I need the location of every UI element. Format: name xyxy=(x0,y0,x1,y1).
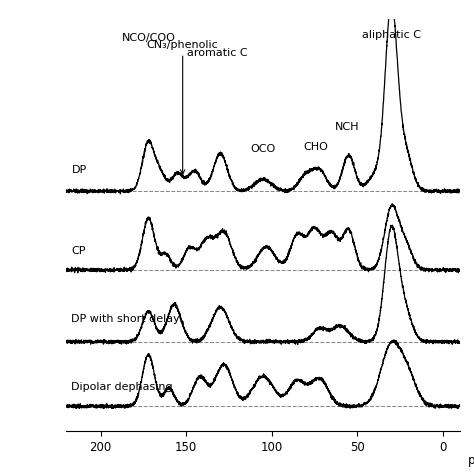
Text: aromatic C: aromatic C xyxy=(187,48,247,58)
Text: NCH: NCH xyxy=(335,122,359,132)
Text: Dipolar dephasing: Dipolar dephasing xyxy=(72,382,173,392)
Text: OCO: OCO xyxy=(250,144,276,154)
Text: DP: DP xyxy=(72,165,87,175)
Text: DP with short delay: DP with short delay xyxy=(72,314,180,324)
Text: ppm: ppm xyxy=(468,454,474,467)
Text: CP: CP xyxy=(72,246,86,255)
Text: aliphatic C: aliphatic C xyxy=(362,30,421,40)
Text: NCO/COO: NCO/COO xyxy=(121,33,175,43)
Text: CN₃/phenolic: CN₃/phenolic xyxy=(147,40,219,174)
Text: CHO: CHO xyxy=(304,142,328,152)
